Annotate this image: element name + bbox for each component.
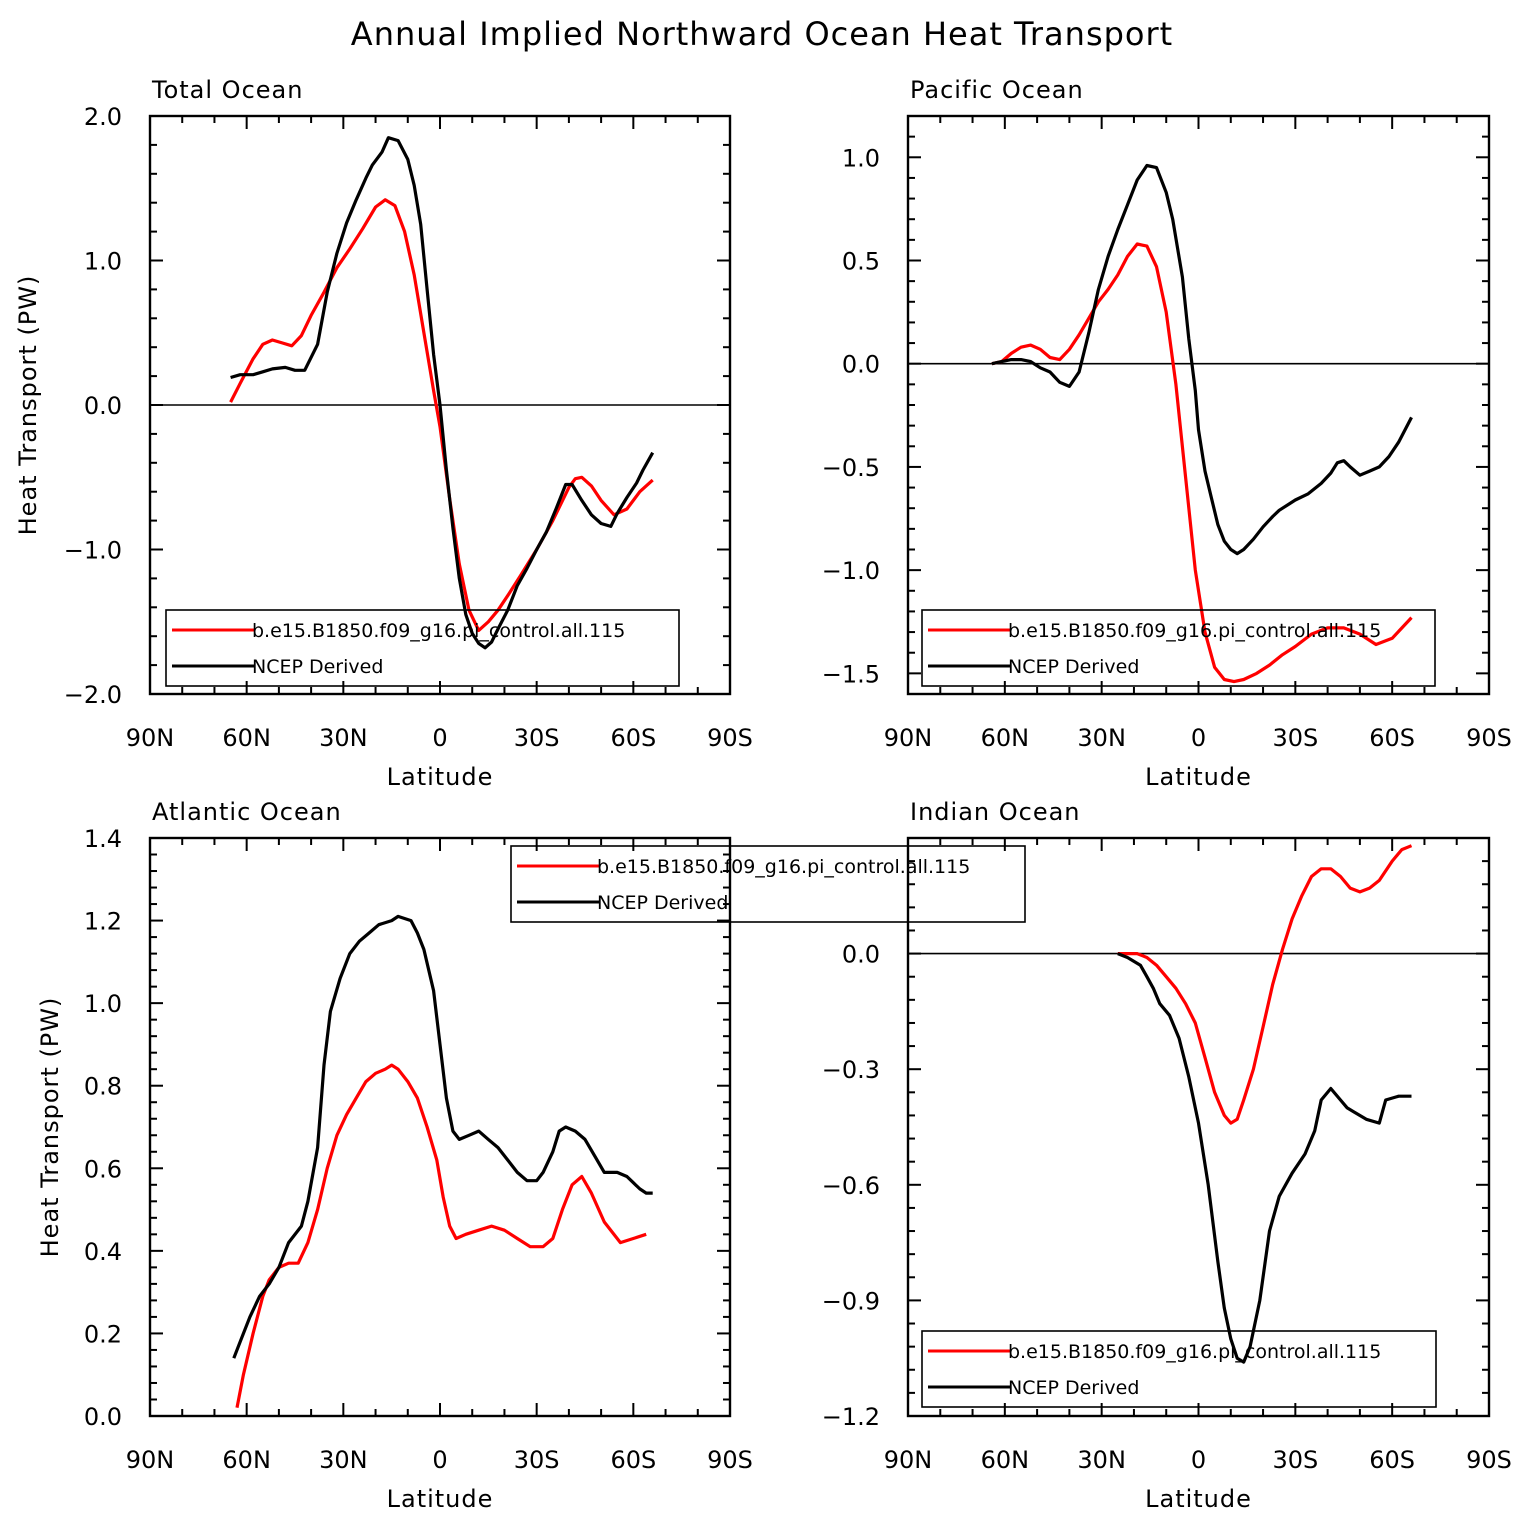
atlantic-x-tick-label: 90S <box>707 1446 753 1474</box>
total-x-tick-label: 30S <box>514 724 560 752</box>
total-legend-label-ncep: NCEP Derived <box>252 656 383 678</box>
atlantic-y-tick-label: 1.2 <box>84 908 122 936</box>
total-y-tick-label: 1.0 <box>84 248 122 276</box>
total-x-tick-label: 60N <box>222 724 271 752</box>
pacific-y-tick-label: 1.0 <box>842 144 880 172</box>
indian-y-tick-label: 0.0 <box>842 941 880 969</box>
atlantic-y-tick-label: 0.4 <box>84 1238 122 1266</box>
indian-x-tick-label: 90N <box>884 1446 933 1474</box>
pacific-series-ncep <box>991 163 1413 556</box>
total-legend: b.e15.B1850.f09_g16.pi_control.all.115 NC… <box>165 609 680 687</box>
indian-plot-frame <box>906 836 1491 1418</box>
pacific-x-axis-label: Latitude <box>1145 763 1252 791</box>
pacific-y-tick-label: 0.0 <box>842 351 880 379</box>
atlantic-ocean-panel: Atlantic Ocean 90N 60N 30N 0 30S 60S 90S 1.4 1.2 1… <box>36 798 1026 1513</box>
indian-x-tick-label: 60N <box>981 1446 1030 1474</box>
total-y-tick-label: −1.0 <box>64 537 122 565</box>
atlantic-panel-title: Atlantic Ocean <box>152 798 342 826</box>
total-x-tick-label: 60S <box>610 724 656 752</box>
atlantic-x-tick-label: 30N <box>319 1446 368 1474</box>
indian-series-model <box>1117 844 1413 1125</box>
pacific-y-tick-label: −1.0 <box>822 557 880 585</box>
atlantic-legend-label-ncep: NCEP Derived <box>597 892 728 914</box>
total-x-tick-label: 30N <box>319 724 368 752</box>
indian-y-tick-label: −0.6 <box>822 1172 880 1200</box>
pacific-x-tick-label: 60S <box>1369 724 1415 752</box>
atlantic-y-tick-label: 0.6 <box>84 1155 122 1183</box>
atlantic-x-tick-label: 60N <box>222 1446 271 1474</box>
atlantic-x-tick-label: 60S <box>610 1446 656 1474</box>
total-series-model <box>229 198 654 633</box>
pacific-x-tick-label: 60N <box>981 724 1030 752</box>
atlantic-x-tick-label: 0 <box>432 1446 447 1474</box>
total-y-tick-label: 2.0 <box>84 103 122 131</box>
pacific-x-tick-label: 90N <box>884 724 933 752</box>
pacific-legend-label-model: b.e15.B1850.f09_g16.pi_control.all.115 <box>1008 620 1381 642</box>
atlantic-plot-frame <box>148 836 732 1418</box>
pacific-x-tick-label: 30S <box>1272 724 1318 752</box>
total-legend-box <box>165 609 680 687</box>
indian-y-tick-label: −0.3 <box>822 1056 880 1084</box>
total-y-tick-label: 0.0 <box>84 392 122 420</box>
total-y-axis-label: Heat Transport (PW) <box>14 275 42 536</box>
indian-y-tick-label: −0.9 <box>822 1287 880 1315</box>
pacific-legend-box <box>921 609 1436 687</box>
plots-container: Total Ocean 90N 60N 30N 0 30S 60S 90S 2.0 1.0 0.0 −… <box>14 76 1512 1513</box>
pacific-panel-title: Pacific Ocean <box>910 76 1084 104</box>
indian-x-tick-label: 0 <box>1191 1446 1206 1474</box>
atlantic-x-axis-label: Latitude <box>387 1485 494 1513</box>
atlantic-legend-box <box>510 845 1026 923</box>
pacific-ocean-panel: Pacific Ocean 90N 60N 30N 0 30S 60S 90S 1.0 0.5 0.… <box>822 76 1512 791</box>
total-legend-label-model: b.e15.B1850.f09_g16.pi_control.all.115 <box>252 620 625 642</box>
atlantic-y-axis-label: Heat Transport (PW) <box>36 997 64 1258</box>
total-x-tick-label: 90N <box>126 724 175 752</box>
total-ocean-panel: Total Ocean 90N 60N 30N 0 30S 60S 90S 2.0 1.0 0.0 −… <box>14 76 753 791</box>
atlantic-x-tick-label: 30S <box>514 1446 560 1474</box>
pacific-y-tick-label: −0.5 <box>822 454 880 482</box>
total-series-ncep <box>230 136 655 650</box>
atlantic-y-tick-label: 0.0 <box>84 1403 122 1431</box>
indian-panel-title: Indian Ocean <box>910 798 1081 826</box>
indian-legend-label-model: b.e15.B1850.f09_g16.pi_control.all.115 <box>1008 1341 1381 1363</box>
atlantic-series-model <box>235 1063 647 1409</box>
indian-ocean-panel: Indian Ocean 90N 60N 30N 0 30S 60S 90S 0.0 −0.3 −0… <box>822 798 1512 1513</box>
indian-x-tick-label: 30S <box>1272 1446 1318 1474</box>
atlantic-y-tick-label: 0.2 <box>84 1320 122 1348</box>
total-x-tick-label: 0 <box>432 724 447 752</box>
pacific-plot-frame <box>906 114 1491 696</box>
atlantic-legend-label-model: b.e15.B1850.f09_g16.pi_control.all.115 <box>597 856 970 878</box>
indian-legend-box <box>921 1330 1437 1408</box>
atlantic-y-tick-label: 0.8 <box>84 1073 122 1101</box>
pacific-x-tick-label: 0 <box>1191 724 1206 752</box>
pacific-y-tick-label: 0.5 <box>842 248 880 276</box>
indian-legend-label-ncep: NCEP Derived <box>1008 1377 1139 1399</box>
atlantic-x-tick-label: 90N <box>126 1446 175 1474</box>
atlantic-legend: b.e15.B1850.f09_g16.pi_control.all.115 NC… <box>510 845 1026 923</box>
pacific-x-tick-label: 90S <box>1466 724 1512 752</box>
total-x-axis-label: Latitude <box>387 763 494 791</box>
total-y-tick-label: −2.0 <box>64 681 122 709</box>
atlantic-series-ncep <box>232 914 653 1359</box>
indian-x-axis-label: Latitude <box>1145 1485 1252 1513</box>
atlantic-y-tick-label: 1.0 <box>84 990 122 1018</box>
indian-x-tick-label: 30N <box>1077 1446 1126 1474</box>
pacific-y-tick-label: −1.5 <box>822 660 880 688</box>
figure-title: Annual Implied Northward Ocean Heat Tran… <box>351 15 1173 53</box>
indian-y-tick-label: −1.2 <box>822 1403 880 1431</box>
indian-series-ncep <box>1117 952 1412 1364</box>
total-x-tick-label: 90S <box>707 724 753 752</box>
indian-x-tick-label: 90S <box>1466 1446 1512 1474</box>
indian-x-tick-label: 60S <box>1369 1446 1415 1474</box>
total-plot-frame <box>148 114 732 696</box>
pacific-legend: b.e15.B1850.f09_g16.pi_control.all.115 NC… <box>921 609 1436 687</box>
total-panel-title: Total Ocean <box>151 76 303 104</box>
pacific-series-model <box>991 242 1413 684</box>
pacific-legend-label-ncep: NCEP Derived <box>1008 656 1139 678</box>
atlantic-y-tick-label: 1.4 <box>84 825 122 853</box>
pacific-x-tick-label: 30N <box>1077 724 1126 752</box>
indian-legend: b.e15.B1850.f09_g16.pi_control.all.115 NC… <box>921 1330 1437 1408</box>
